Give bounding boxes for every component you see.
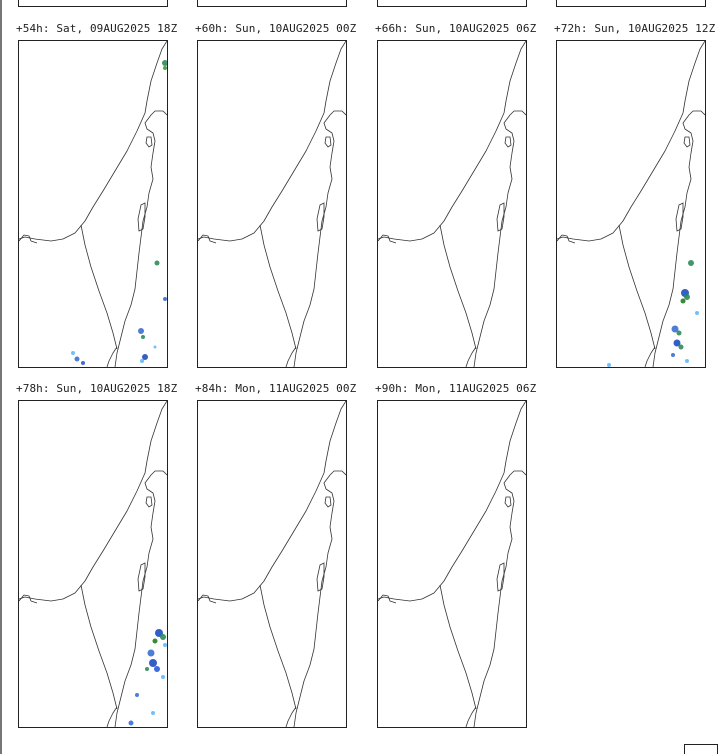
precipitation-cell: [147, 649, 155, 657]
previous-row-panel-stub: [377, 0, 527, 7]
precipitation-cell: [607, 363, 611, 367]
precipitation-map: [197, 400, 347, 728]
precipitation-cell: [81, 361, 85, 365]
precipitation-map: [18, 400, 168, 728]
precipitation-cell: [680, 298, 686, 304]
coastline-and-borders: [378, 41, 526, 367]
previous-row-panel-stub: [197, 0, 347, 7]
precipitation-cell: [71, 351, 75, 355]
precipitation-cell: [676, 330, 682, 336]
precipitation-cell: [74, 356, 80, 362]
precipitation-cell: [671, 353, 675, 357]
map-svg: [557, 41, 705, 367]
map-svg: [378, 401, 526, 727]
map-svg: [198, 401, 346, 727]
map-svg: [378, 41, 526, 367]
precipitation-map: [197, 40, 347, 368]
map-svg: [198, 41, 346, 367]
previous-row-panel-stub: [556, 0, 706, 7]
precipitation-cell: [152, 638, 158, 644]
forecast-time-label: +66h: Sun, 10AUG2025 06Z: [375, 22, 537, 35]
map-svg: [19, 401, 167, 727]
precipitation-cell: [163, 643, 167, 647]
precipitation-cell: [685, 359, 689, 363]
precipitation-cell: [153, 345, 157, 349]
page-left-border: [0, 0, 2, 754]
precipitation-cell: [145, 667, 149, 671]
precipitation-cell: [673, 339, 681, 347]
precipitation-cell: [678, 344, 684, 350]
precipitation-cell: [162, 60, 167, 66]
precipitation-cell: [141, 335, 145, 339]
precipitation-map: [556, 40, 706, 368]
precipitation-cell: [149, 659, 157, 667]
precipitation-cell: [163, 297, 167, 301]
precipitation-cell: [140, 359, 144, 363]
precipitation-cell: [684, 294, 690, 300]
precipitation-cell: [154, 260, 160, 266]
precipitation-cell: [695, 311, 699, 315]
precipitation-map: [377, 40, 527, 368]
precipitation-map: [18, 40, 168, 368]
precipitation-cell: [154, 666, 160, 672]
coastline-and-borders: [198, 41, 346, 367]
previous-row-panel-stub: [18, 0, 168, 7]
precipitation-cell: [161, 675, 165, 679]
page-corner-box: [684, 744, 718, 754]
forecast-time-label: +84h: Mon, 11AUG2025 00Z: [195, 382, 357, 395]
forecast-time-label: +78h: Sun, 10AUG2025 18Z: [16, 382, 178, 395]
precipitation-cell: [151, 711, 155, 715]
forecast-time-label: +60h: Sun, 10AUG2025 00Z: [195, 22, 357, 35]
coastline-and-borders: [198, 401, 346, 727]
precipitation-cell: [163, 66, 167, 70]
coastline-and-borders: [557, 41, 705, 367]
coastline-and-borders: [19, 401, 167, 727]
forecast-time-label: +54h: Sat, 09AUG2025 18Z: [16, 22, 178, 35]
coastline-and-borders: [19, 41, 167, 367]
forecast-time-label: +72h: Sun, 10AUG2025 12Z: [554, 22, 716, 35]
precipitation-cell: [128, 720, 134, 726]
precipitation-cell: [671, 325, 679, 333]
precipitation-cell: [135, 693, 139, 697]
precipitation-cell: [142, 354, 148, 360]
precipitation-cell: [138, 328, 144, 334]
coastline-and-borders: [378, 401, 526, 727]
precipitation-map: [377, 400, 527, 728]
forecast-time-label: +90h: Mon, 11AUG2025 06Z: [375, 382, 537, 395]
map-svg: [19, 41, 167, 367]
precipitation-cell: [688, 260, 694, 266]
precipitation-cell: [160, 634, 166, 640]
